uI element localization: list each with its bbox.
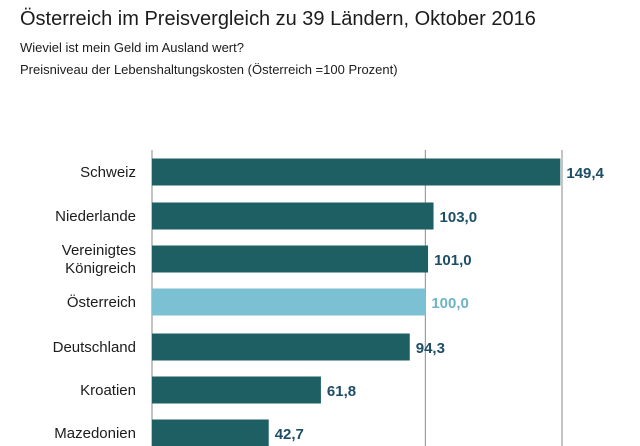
bar xyxy=(152,202,434,230)
category-label: Kroatien xyxy=(80,382,136,399)
category-label: Schweiz xyxy=(80,164,136,181)
category-label: Vereinigtes Königreich xyxy=(62,242,136,277)
value-label: 94,3 xyxy=(416,340,445,357)
value-label: 100,0 xyxy=(431,295,469,312)
category-label: Niederlande xyxy=(55,208,136,225)
category-label: Österreich xyxy=(67,293,136,311)
category-label: Mazedonien xyxy=(54,425,136,442)
value-label: 101,0 xyxy=(434,252,472,269)
value-label: 42,7 xyxy=(275,426,304,443)
chart-title: Österreich im Preisvergleich zu 39 Lände… xyxy=(20,8,536,30)
bar xyxy=(152,288,426,316)
bar xyxy=(152,419,269,446)
bar xyxy=(152,245,429,273)
value-label: 149,4 xyxy=(566,165,604,182)
chart-subtitle: Wieviel ist mein Geld im Ausland wert? xyxy=(20,40,244,55)
category-label: Deutschland xyxy=(53,339,136,356)
bar xyxy=(152,333,410,361)
chart-subtitle-2: Preisniveau der Lebenshaltungskosten (Ös… xyxy=(20,62,398,77)
value-label: 103,0 xyxy=(440,209,478,226)
bar xyxy=(152,376,321,404)
bar xyxy=(152,158,561,186)
value-label: 61,8 xyxy=(327,383,356,400)
